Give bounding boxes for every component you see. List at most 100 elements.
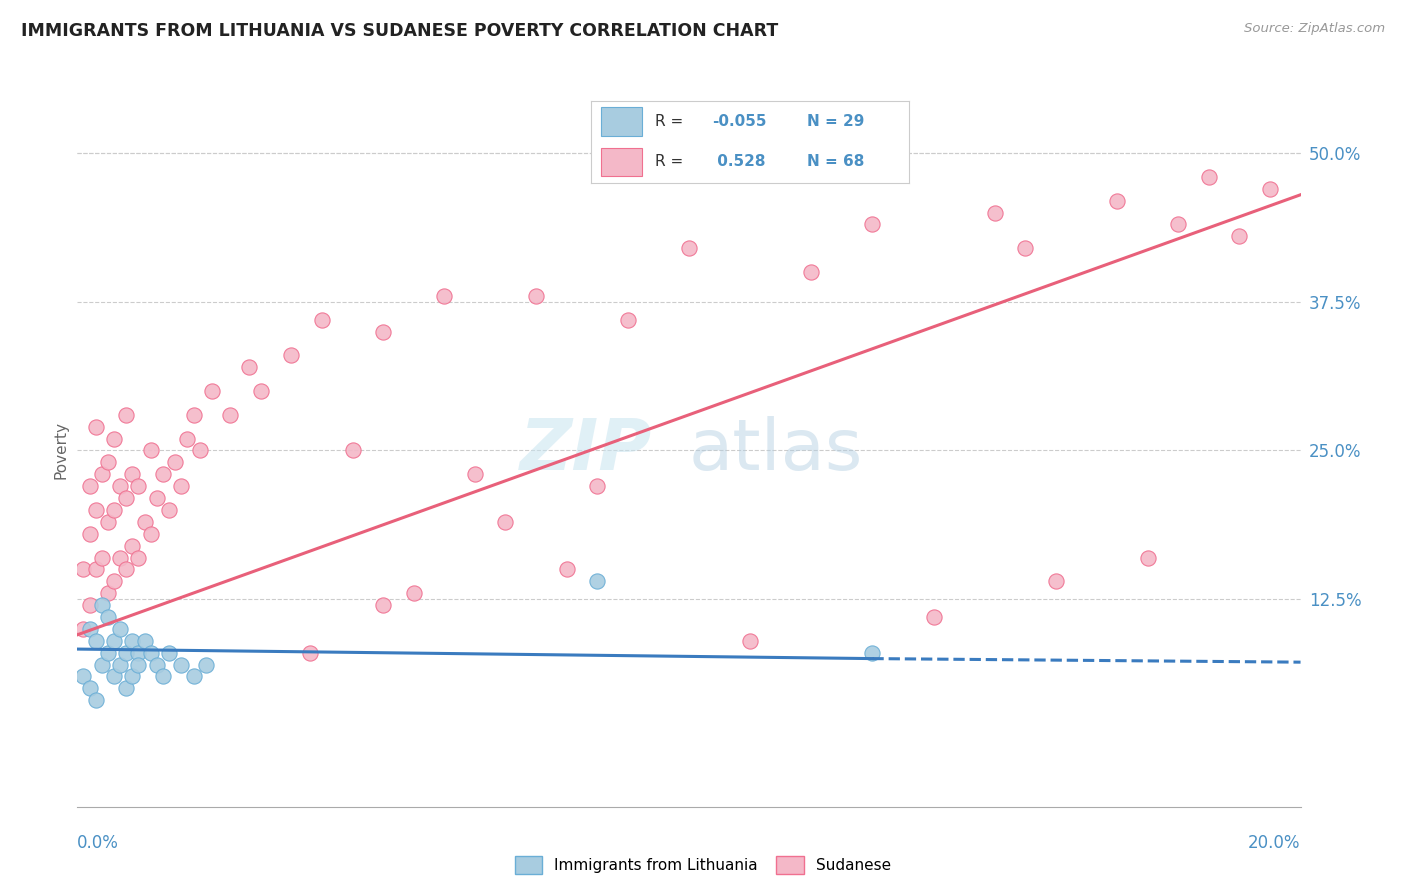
Point <box>79 598 101 612</box>
Point <box>115 646 138 660</box>
Point <box>862 646 884 660</box>
Point <box>586 479 609 493</box>
Point <box>115 491 138 505</box>
Point <box>84 503 107 517</box>
Point <box>1198 169 1220 184</box>
Point <box>128 646 150 660</box>
Point <box>165 455 187 469</box>
Text: Source: ZipAtlas.com: Source: ZipAtlas.com <box>1244 22 1385 36</box>
Point <box>103 669 125 683</box>
Text: atlas: atlas <box>689 416 863 485</box>
Point <box>97 455 120 469</box>
Text: IMMIGRANTS FROM LITHUANIA VS SUDANESE POVERTY CORRELATION CHART: IMMIGRANTS FROM LITHUANIA VS SUDANESE PO… <box>21 22 779 40</box>
Text: 20.0%: 20.0% <box>1249 834 1301 852</box>
Point <box>139 526 162 541</box>
Point <box>128 550 150 565</box>
Point <box>121 633 143 648</box>
Point <box>103 432 125 446</box>
Point <box>90 467 112 482</box>
Point <box>108 657 131 672</box>
Point <box>170 479 193 493</box>
Point <box>103 503 125 517</box>
Point <box>79 622 101 636</box>
Point <box>139 443 162 458</box>
Point <box>97 515 120 529</box>
Y-axis label: Poverty: Poverty <box>53 421 69 480</box>
Point <box>586 574 609 589</box>
Point <box>103 574 125 589</box>
Point <box>862 218 884 232</box>
Point <box>97 610 120 624</box>
Point <box>194 657 217 672</box>
Point <box>157 503 180 517</box>
Point <box>146 491 169 505</box>
Point <box>72 562 94 576</box>
Point <box>115 408 138 422</box>
Point <box>134 633 156 648</box>
Point <box>121 539 143 553</box>
Point <box>371 325 394 339</box>
Point <box>433 289 456 303</box>
Point <box>183 408 205 422</box>
Point <box>128 657 150 672</box>
Point <box>1258 182 1281 196</box>
Point <box>1014 241 1036 255</box>
Text: 0.0%: 0.0% <box>77 834 120 852</box>
Point <box>90 598 112 612</box>
Point <box>1045 574 1067 589</box>
Point <box>1167 218 1189 232</box>
Point <box>1229 229 1251 244</box>
Point <box>495 515 517 529</box>
Point <box>146 657 169 672</box>
Point <box>524 289 547 303</box>
Point <box>108 479 131 493</box>
Point <box>128 479 150 493</box>
Point <box>984 205 1007 219</box>
Point <box>84 693 107 707</box>
Point <box>800 265 823 279</box>
Point <box>188 443 211 458</box>
Point <box>280 348 302 362</box>
Point <box>152 669 174 683</box>
Point <box>371 598 394 612</box>
Point <box>555 562 578 576</box>
Point <box>157 646 180 660</box>
Text: ZIP: ZIP <box>520 416 652 485</box>
Point <box>72 622 94 636</box>
Point <box>108 622 131 636</box>
Point <box>121 669 143 683</box>
Point <box>72 669 94 683</box>
Point <box>79 479 101 493</box>
Point <box>79 681 101 696</box>
Point <box>84 419 107 434</box>
Point <box>103 633 125 648</box>
Point <box>115 562 138 576</box>
Point <box>121 467 143 482</box>
Point <box>170 657 193 672</box>
Point <box>134 515 156 529</box>
Point <box>311 312 333 326</box>
Point <box>176 432 198 446</box>
Point <box>108 550 131 565</box>
Point <box>97 586 120 600</box>
Point <box>1136 550 1159 565</box>
Point <box>183 669 205 683</box>
Point <box>201 384 224 398</box>
Point <box>152 467 174 482</box>
Point <box>139 646 162 660</box>
Point <box>84 562 107 576</box>
Point <box>90 550 112 565</box>
Point <box>740 633 762 648</box>
Point <box>79 526 101 541</box>
Point <box>464 467 486 482</box>
Point <box>617 312 640 326</box>
Point <box>84 633 107 648</box>
Legend: Immigrants from Lithuania, Sudanese: Immigrants from Lithuania, Sudanese <box>509 850 897 880</box>
Point <box>238 360 260 375</box>
Point <box>1107 194 1129 208</box>
Point <box>342 443 364 458</box>
Point <box>90 657 112 672</box>
Point <box>298 646 321 660</box>
Point <box>402 586 425 600</box>
Point <box>250 384 273 398</box>
